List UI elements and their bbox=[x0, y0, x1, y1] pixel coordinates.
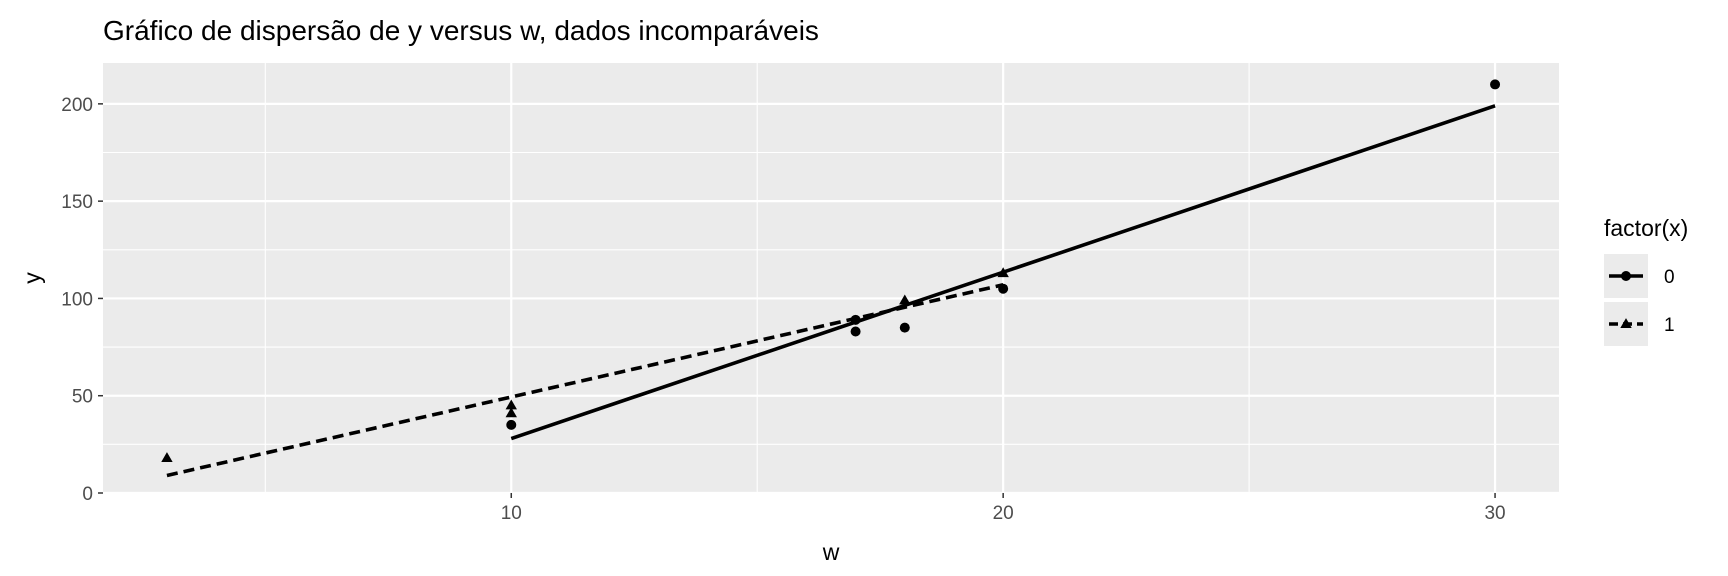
y-tick-label: 200 bbox=[61, 95, 93, 116]
point-series-1 bbox=[997, 267, 1009, 278]
x-tick-label: 10 bbox=[501, 503, 522, 524]
chart-title: Gráfico de dispersão de y versus w, dado… bbox=[103, 15, 819, 46]
point-series-1 bbox=[161, 452, 173, 462]
point-series-0 bbox=[1490, 79, 1501, 90]
x-tick-label: 30 bbox=[1484, 503, 1505, 524]
legend: factor(x) 0 1 bbox=[1604, 215, 1688, 346]
legend-label: 0 bbox=[1664, 267, 1675, 288]
legend-title: factor(x) bbox=[1604, 215, 1688, 241]
point-series-0 bbox=[850, 314, 861, 325]
y-tick-label: 100 bbox=[61, 289, 93, 310]
x-axis-title: w bbox=[822, 539, 840, 565]
y-tick-label: 50 bbox=[72, 387, 93, 408]
fit-line-series-1 bbox=[166, 283, 1004, 478]
point-series-0 bbox=[998, 283, 1009, 294]
legend-key-marker bbox=[1621, 271, 1631, 281]
grid bbox=[103, 63, 1559, 495]
plot-panel bbox=[103, 63, 1559, 493]
point-series-1 bbox=[899, 294, 911, 305]
point-series-0 bbox=[850, 326, 861, 337]
y-tick-label: 0 bbox=[82, 484, 93, 505]
point-series-1 bbox=[505, 407, 517, 418]
x-tick-label: 20 bbox=[993, 503, 1014, 524]
y-axis: 0 50 100 150 200 bbox=[61, 95, 103, 505]
y-axis-title: y bbox=[19, 272, 45, 284]
y-tick-label: 150 bbox=[61, 192, 93, 213]
points bbox=[161, 79, 1501, 462]
point-series-1 bbox=[505, 399, 517, 410]
legend-key-marker bbox=[1620, 318, 1632, 328]
point-series-0 bbox=[506, 419, 517, 430]
x-axis: 10 20 30 bbox=[501, 493, 1506, 524]
legend-label: 1 bbox=[1664, 315, 1675, 336]
point-series-0 bbox=[899, 322, 910, 333]
